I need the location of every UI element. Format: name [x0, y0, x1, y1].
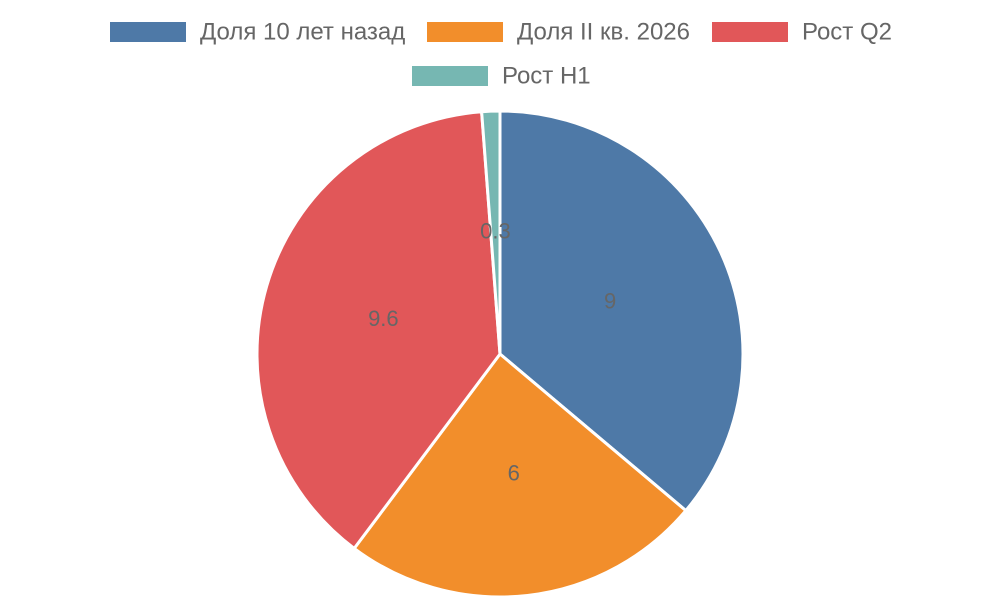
pie-slice	[480, 109, 502, 355]
legend-swatch	[427, 22, 503, 42]
data-label: 9	[604, 289, 616, 314]
legend-swatch	[412, 66, 488, 86]
legend-label: Рост H1	[502, 62, 591, 89]
data-label: 0.3	[480, 218, 511, 243]
pie-slice	[352, 351, 688, 599]
legend-label: Доля 10 лет назад	[200, 18, 405, 45]
data-label: 9.6	[368, 306, 399, 331]
data-label: 6	[508, 461, 520, 486]
legend-swatch	[712, 22, 788, 42]
legend-label: Рост Q2	[802, 18, 892, 45]
pie-slice	[498, 109, 745, 513]
legend-swatch	[110, 22, 186, 42]
pie-slice	[255, 110, 502, 551]
legend-label: Доля II кв. 2026	[517, 18, 690, 45]
